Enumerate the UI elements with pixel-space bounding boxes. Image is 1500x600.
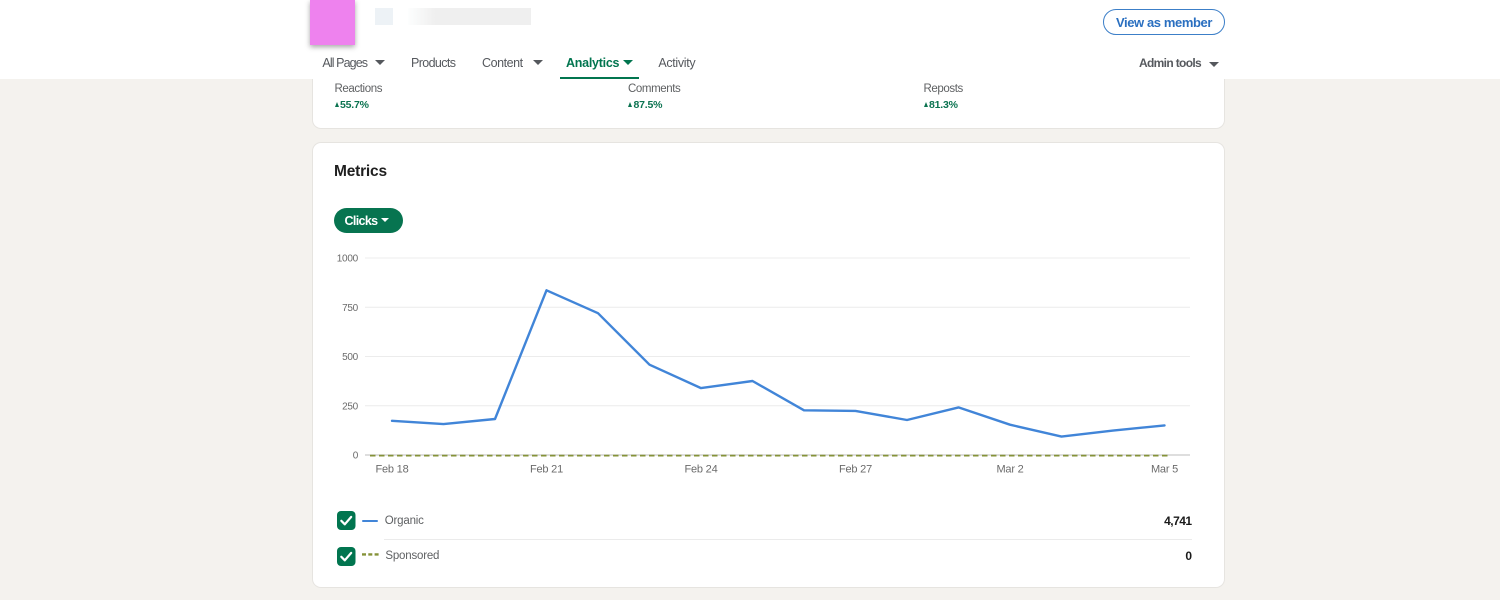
svg-text:750: 750 [342,303,359,314]
svg-text:Feb 27: Feb 27 [839,464,872,476]
svg-text:Mar 5: Mar 5 [1151,464,1178,476]
svg-text:0: 0 [353,451,359,462]
svg-text:Feb 24: Feb 24 [684,464,717,476]
svg-text:Mar 2: Mar 2 [996,464,1023,476]
svg-text:1000: 1000 [337,254,359,265]
svg-text:Feb 18: Feb 18 [375,464,408,476]
svg-text:Feb 21: Feb 21 [530,464,563,476]
svg-text:250: 250 [342,401,359,412]
svg-text:500: 500 [342,352,359,363]
